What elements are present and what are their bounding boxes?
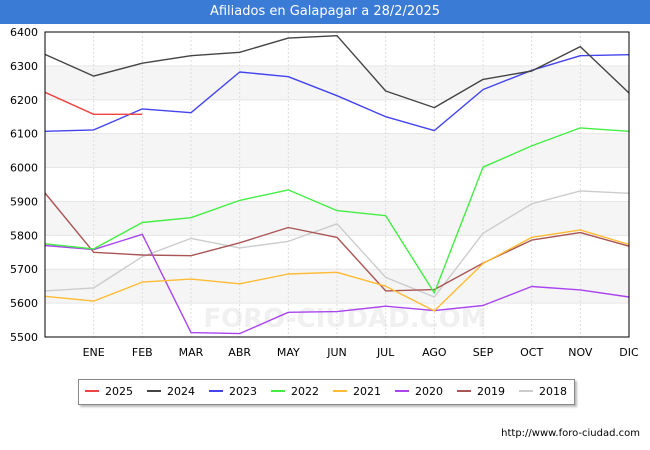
legend-item-2025: 2025 <box>85 380 133 404</box>
legend-swatch <box>457 390 471 392</box>
series-lines <box>44 34 630 335</box>
legend-label: 2021 <box>353 385 381 398</box>
legend-item-2021: 2021 <box>333 380 381 404</box>
legend-swatch <box>209 390 223 392</box>
x-tick-label: SEP <box>473 346 494 359</box>
series-line-2025 <box>44 91 143 116</box>
legend-label: 2022 <box>291 385 319 398</box>
x-tick-label: ABR <box>228 346 251 359</box>
x-tick-label: AGO <box>422 346 447 359</box>
y-tick-label: 5600 <box>10 297 38 310</box>
legend-swatch <box>147 390 161 392</box>
y-tick-label: 6300 <box>10 60 38 73</box>
watermark: FORO-CIUDAD.COM <box>203 304 486 334</box>
y-tick-label: 6000 <box>10 162 38 175</box>
x-tick-label: DIC <box>619 346 639 359</box>
legend-item-2019: 2019 <box>457 380 505 404</box>
x-tick-label: JUN <box>326 346 347 359</box>
series-line-2020 <box>44 233 630 335</box>
legend-label: 2020 <box>415 385 443 398</box>
legend-label: 2018 <box>539 385 567 398</box>
legend-item-2023: 2023 <box>209 380 257 404</box>
legend: 2025 2024 2023 2022 2021 2020 2019 2018 <box>78 379 575 405</box>
x-tick-label: MAR <box>179 346 204 359</box>
series-line-2018 <box>44 190 630 298</box>
y-tick-label: 5700 <box>10 263 38 276</box>
y-tick-label: 6200 <box>10 94 38 107</box>
x-tick-label: NOV <box>568 346 593 359</box>
legend-swatch <box>333 390 347 392</box>
x-tick-label: MAY <box>277 346 300 359</box>
grid-band <box>45 133 629 168</box>
legend-swatch <box>271 390 285 392</box>
source-link[interactable]: http://www.foro-ciudad.com <box>501 428 640 439</box>
y-tick-label: 5500 <box>10 331 38 344</box>
y-tick-label: 6100 <box>10 128 38 141</box>
grid-band <box>45 201 629 236</box>
plot-frame <box>44 31 630 338</box>
chart-title: Afiliados en Galapagar a 28/2/2025 <box>0 0 650 24</box>
legend-swatch <box>519 390 533 392</box>
legend-item-2018: 2018 <box>519 380 567 404</box>
series-line-2024 <box>44 34 630 109</box>
legend-item-2020: 2020 <box>395 380 443 404</box>
legend-label: 2019 <box>477 385 505 398</box>
x-tick-label: ENE <box>83 346 105 359</box>
x-tick-label: FEB <box>132 346 153 359</box>
x-axis-ticks: ENE FEB MAR ABR MAY JUN JUL AGO SEP OCT NOV DIC <box>83 346 639 359</box>
legend-swatch <box>85 390 99 392</box>
legend-label: 2024 <box>167 385 195 398</box>
series-line-2022 <box>44 127 630 294</box>
legend-swatch <box>395 390 409 392</box>
y-axis-ticks: 5500 5600 5700 5800 5900 6000 6100 6200 6300 6400 <box>10 26 38 344</box>
legend-item-2024: 2024 <box>147 380 195 404</box>
y-tick-label: 6400 <box>10 26 38 39</box>
x-tick-label: JUL <box>376 346 395 359</box>
y-tick-label: 5900 <box>10 195 38 208</box>
series-line-2021 <box>44 229 630 312</box>
legend-item-2022: 2022 <box>271 380 319 404</box>
legend-label: 2023 <box>229 385 257 398</box>
y-tick-label: 5800 <box>10 229 38 242</box>
legend-label: 2025 <box>105 385 133 398</box>
x-tick-label: OCT <box>520 346 543 359</box>
grid-band <box>45 65 629 100</box>
line-chart: FORO-CIUDAD.COM 5500 5600 5700 5800 5900 6000… <box>10 26 639 359</box>
series-line-2019 <box>44 192 630 292</box>
